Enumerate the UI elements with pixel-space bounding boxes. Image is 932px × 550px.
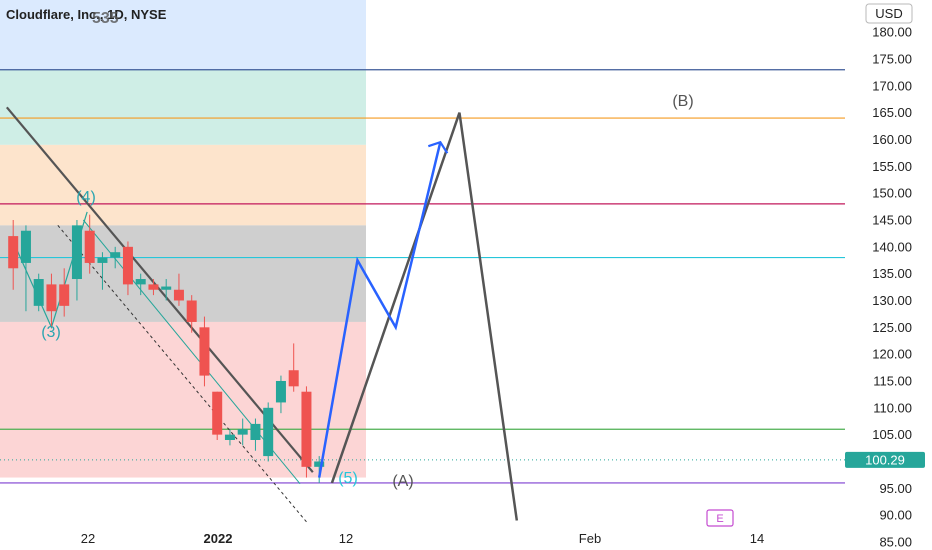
price-tick-label: 145.00	[872, 213, 912, 228]
candle-body[interactable]	[301, 391, 312, 467]
channel-upper-line[interactable]	[5, 106, 314, 473]
price-tick-label: 95.00	[879, 481, 912, 496]
wave-label: (4)	[76, 189, 96, 206]
time-tick-label: 22	[81, 531, 95, 546]
channel-mid-line[interactable]	[57, 225, 307, 523]
last-price-value: 100.29	[865, 452, 905, 467]
candle-body[interactable]	[84, 230, 95, 263]
price-tick-label: 135.00	[872, 266, 912, 281]
candle-body[interactable]	[8, 236, 19, 269]
price-tick-label: 150.00	[872, 186, 912, 201]
fib-zones	[0, 0, 366, 478]
time-tick-label: 2022	[204, 531, 233, 546]
candle-body[interactable]	[314, 461, 325, 467]
candle-body[interactable]	[59, 284, 70, 306]
price-tick-label: 160.00	[872, 132, 912, 147]
wave-label: (3)	[41, 324, 61, 341]
price-tick-label: 125.00	[872, 320, 912, 335]
blue-projection-path[interactable]	[317, 141, 442, 478]
currency-box[interactable]	[865, 3, 913, 24]
price-tick-label: 85.00	[879, 534, 912, 549]
last-price-badge	[845, 451, 925, 468]
price-tick-label: 140.00	[872, 239, 912, 254]
price-tick-label: 115.00	[873, 373, 912, 388]
candle-body[interactable]	[250, 423, 261, 440]
candle-body[interactable]	[212, 391, 223, 435]
candle-body[interactable]	[110, 252, 121, 258]
candle-body[interactable]	[20, 230, 31, 263]
price-tick-label: 120.00	[872, 347, 912, 362]
wave-label: (B)	[672, 93, 693, 110]
candle-body[interactable]	[237, 429, 248, 435]
candle-body[interactable]	[199, 327, 210, 376]
candle-body[interactable]	[122, 246, 133, 285]
time-axis: 22 2022 12 Feb 14	[81, 531, 764, 546]
candle-body[interactable]	[275, 380, 286, 403]
price-tick-label: 90.00	[879, 508, 912, 523]
time-tick-label: 12	[339, 531, 353, 546]
black-projection-path[interactable]	[330, 112, 519, 521]
price-tick-label: 170.00	[872, 78, 912, 93]
candle-body[interactable]	[186, 300, 197, 322]
candle-body[interactable]	[33, 279, 44, 306]
symbol-watermark: 535	[92, 10, 119, 27]
price-tick-label: 155.00	[872, 159, 912, 174]
candle-body[interactable]	[46, 284, 57, 312]
time-tick-label: 14	[750, 531, 764, 546]
candle-body[interactable]	[161, 286, 172, 290]
time-tick-label: Feb	[579, 531, 601, 546]
price-axis: 180.00 175.00 170.00 165.00 160.00 155.00 150.…	[872, 25, 912, 550]
wave-labels: (3) (4) (5) (A) (B)	[41, 93, 693, 490]
earnings-marker-label: E	[716, 513, 723, 525]
candle-body[interactable]	[288, 370, 299, 387]
blue-path-arrowhead	[427, 140, 449, 154]
price-tick-label: 175.00	[872, 52, 912, 67]
projection-paths	[317, 112, 519, 521]
candle-body[interactable]	[263, 407, 274, 457]
candle-body[interactable]	[224, 434, 235, 440]
candle-body[interactable]	[148, 284, 159, 290]
wave-label: (5)	[338, 470, 358, 487]
price-tick-label: 130.00	[872, 293, 912, 308]
horizontal-levels	[0, 69, 845, 484]
symbol-label: Cloudflare, Inc., 1D, NYSE	[6, 7, 167, 22]
candle-body[interactable]	[135, 279, 146, 285]
price-tick-label: 110.00	[873, 400, 912, 415]
fib-zone-1	[0, 69, 366, 145]
fib-zone-0	[0, 0, 366, 70]
candle-body[interactable]	[173, 289, 184, 301]
candle-body[interactable]	[97, 257, 108, 263]
wave-label: (A)	[392, 473, 413, 490]
price-tick-label: 105.00	[872, 427, 912, 442]
candle-body[interactable]	[71, 225, 82, 280]
price-tick-label: 180.00	[872, 25, 912, 40]
fib-zone-2	[0, 144, 366, 226]
earnings-marker[interactable]	[706, 509, 734, 527]
candles	[8, 214, 325, 483]
currency-label: USD	[875, 6, 902, 21]
price-tick-label: 165.00	[872, 105, 912, 120]
